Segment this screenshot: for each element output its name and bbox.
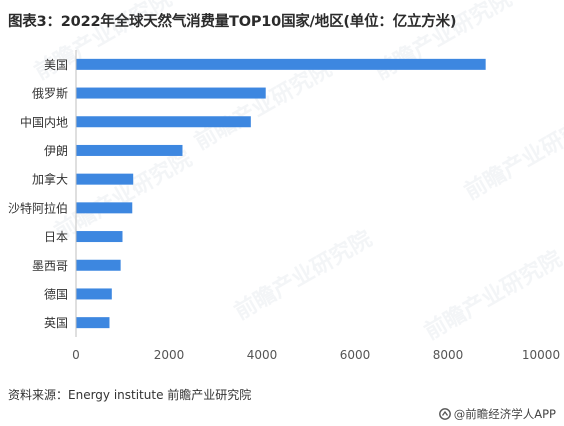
x-tick-label: 4000 [247,348,278,362]
bar-4 [76,173,134,185]
bar-7 [76,259,121,271]
category-label: 墨西哥 [32,259,68,273]
category-label: 中国内地 [20,114,68,129]
x-tick-label: 0 [72,348,80,362]
category-label: 德国 [44,286,68,301]
category-label: 英国 [44,316,68,330]
x-tick-label: 8000 [433,348,464,362]
bars-layer [76,58,486,329]
bar-0 [76,58,486,70]
qianzhan-logo-icon [438,408,451,420]
x-tick-label: 10000 [522,348,560,362]
category-label: 美国 [44,58,68,72]
bar-2 [76,116,251,128]
bar-9 [76,317,110,329]
category-label: 沙特阿拉伯 [8,200,68,215]
bar-1 [76,87,266,99]
watermark-text: 前瞻产业研究院 [420,246,564,346]
x-tick-label: 6000 [340,348,371,362]
bar-8 [76,288,112,300]
watermark-text: 前瞻产业研究院 [30,0,176,85]
category-label: 伊朗 [44,144,68,158]
watermark-text: 前瞻产业研究院 [370,0,516,85]
bar-5 [76,202,133,214]
watermark-text: 前瞻产业研究院 [190,56,336,156]
category-label: 日本 [44,230,68,244]
watermark-text: 前瞻产业研究院 [50,146,196,246]
source-note: 资料来源：Energy institute 前瞻产业研究院 [8,388,252,402]
bar-3 [76,144,183,156]
watermark-text: 前瞻产业研究院 [230,226,376,326]
category-label: 加拿大 [32,172,68,187]
watermark-text: 前瞻产业研究院 [460,106,564,206]
x-tick-labels: 0 2000 4000 6000 8000 10000 [72,348,560,362]
brand-credit: @前瞻经济学人APP [438,406,556,422]
credit-text: @前瞻经济学人APP [453,407,556,421]
x-tick-label: 2000 [154,348,185,362]
bar-6 [76,231,123,243]
chart-title: 图表3：2022年全球天然气消费量TOP10国家/地区(单位：亿立方米) [8,14,457,30]
category-label: 俄罗斯 [32,87,68,101]
